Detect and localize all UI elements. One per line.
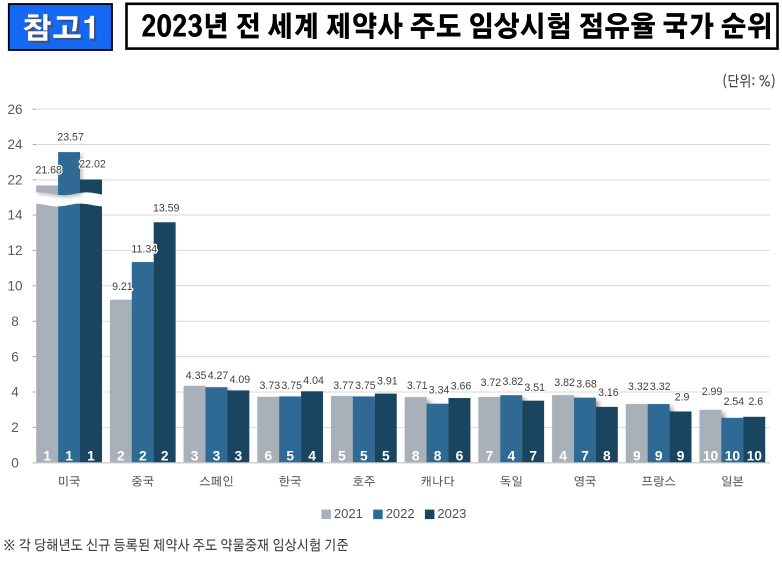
- svg-text:1: 1: [65, 449, 73, 464]
- svg-text:7: 7: [581, 449, 589, 464]
- svg-text:3: 3: [213, 449, 221, 464]
- svg-text:3: 3: [235, 449, 243, 464]
- svg-text:2.9: 2.9: [675, 392, 690, 404]
- svg-text:2.54: 2.54: [724, 396, 745, 408]
- svg-text:22.02: 22.02: [79, 159, 106, 171]
- svg-text:13.59: 13.59: [153, 203, 180, 215]
- svg-text:4.09: 4.09: [230, 374, 251, 386]
- svg-text:3.51: 3.51: [524, 382, 545, 394]
- svg-text:3.32: 3.32: [650, 381, 671, 393]
- svg-text:3.16: 3.16: [598, 387, 619, 399]
- svg-text:2: 2: [161, 449, 169, 464]
- svg-text:3.32: 3.32: [628, 381, 649, 393]
- svg-text:2.6: 2.6: [748, 396, 763, 408]
- svg-text:10: 10: [725, 449, 741, 464]
- svg-text:3.68: 3.68: [576, 378, 597, 390]
- svg-text:9: 9: [633, 449, 641, 464]
- svg-text:10: 10: [747, 449, 763, 464]
- svg-text:4: 4: [559, 449, 567, 464]
- svg-text:23.57: 23.57: [57, 132, 84, 144]
- svg-text:2023: 2023: [437, 506, 466, 521]
- svg-text:5: 5: [286, 449, 294, 464]
- svg-text:3.34: 3.34: [429, 385, 450, 397]
- svg-text:3.71: 3.71: [407, 380, 428, 392]
- svg-text:4: 4: [507, 449, 515, 464]
- svg-text:6: 6: [264, 449, 272, 464]
- svg-text:9: 9: [655, 449, 663, 464]
- svg-text:11.34: 11.34: [131, 244, 157, 256]
- svg-text:9.21: 9.21: [112, 281, 133, 293]
- svg-text:6: 6: [11, 349, 19, 364]
- svg-text:5: 5: [382, 449, 390, 464]
- svg-text:1: 1: [43, 449, 51, 464]
- svg-text:14: 14: [7, 208, 23, 223]
- svg-text:12: 12: [7, 243, 22, 258]
- svg-text:10: 10: [7, 279, 22, 294]
- svg-text:3.75: 3.75: [355, 380, 376, 392]
- svg-text:22: 22: [7, 173, 22, 188]
- svg-text:4: 4: [11, 385, 19, 400]
- svg-text:3.72: 3.72: [481, 377, 502, 389]
- svg-text:3.77: 3.77: [333, 380, 354, 392]
- svg-text:2.99: 2.99: [702, 386, 723, 398]
- svg-text:5: 5: [338, 449, 346, 464]
- svg-text:2021: 2021: [334, 506, 363, 521]
- svg-text:2: 2: [117, 449, 125, 464]
- svg-text:8: 8: [412, 449, 420, 464]
- svg-text:8: 8: [603, 449, 611, 464]
- svg-text:4.35: 4.35: [186, 370, 207, 382]
- svg-text:4.04: 4.04: [303, 375, 324, 387]
- svg-text:1: 1: [87, 449, 95, 464]
- svg-text:3.66: 3.66: [451, 381, 472, 393]
- svg-text:3.82: 3.82: [502, 376, 523, 388]
- svg-text:8: 8: [11, 314, 19, 329]
- svg-text:3.91: 3.91: [377, 376, 398, 388]
- svg-text:6: 6: [456, 449, 464, 464]
- svg-text:3: 3: [191, 449, 199, 464]
- svg-text:7: 7: [486, 449, 494, 464]
- svg-text:2022: 2022: [386, 506, 415, 521]
- svg-text:4: 4: [308, 449, 316, 464]
- svg-text:10: 10: [703, 449, 719, 464]
- svg-text:2: 2: [11, 420, 19, 435]
- svg-text:8: 8: [434, 449, 442, 464]
- svg-text:0: 0: [11, 456, 19, 471]
- svg-text:4.27: 4.27: [208, 370, 229, 382]
- svg-text:3.73: 3.73: [259, 380, 280, 392]
- svg-text:2: 2: [139, 449, 147, 464]
- svg-text:3.82: 3.82: [554, 377, 575, 389]
- svg-text:26: 26: [7, 102, 22, 117]
- svg-text:21.68: 21.68: [35, 165, 62, 177]
- svg-text:7: 7: [529, 449, 537, 464]
- svg-text:24: 24: [7, 137, 23, 152]
- svg-text:3.75: 3.75: [281, 380, 302, 392]
- svg-text:5: 5: [360, 449, 368, 464]
- svg-text:9: 9: [677, 449, 685, 464]
